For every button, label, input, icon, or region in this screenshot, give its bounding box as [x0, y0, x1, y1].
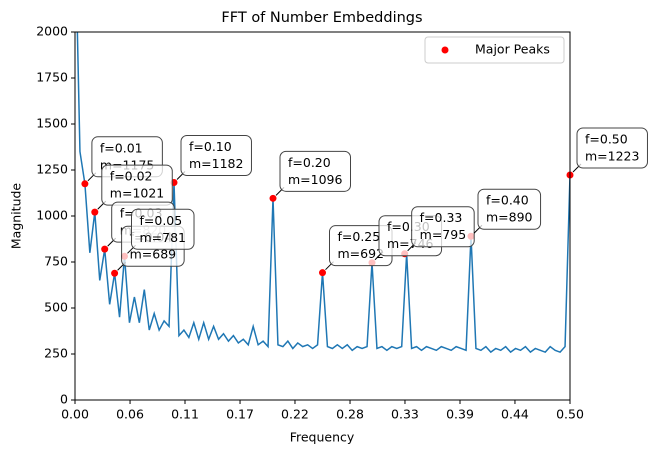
x-tick-label: 0.00 — [61, 407, 89, 422]
y-tick-label: 1500 — [36, 116, 68, 131]
y-tick-label: 750 — [44, 254, 68, 269]
annotation-magnitude: m=1223 — [585, 148, 639, 163]
y-tick-label: 250 — [44, 346, 68, 361]
x-tick-label: 0.06 — [116, 407, 144, 422]
x-tick-label: 0.44 — [501, 407, 529, 422]
annotation-magnitude: m=1096 — [288, 172, 343, 187]
x-tick-label: 0.22 — [281, 407, 309, 422]
annotation-frequency: f=0.01 — [100, 140, 143, 155]
y-tick-label: 1250 — [36, 162, 68, 177]
x-axis-label: Frequency — [290, 430, 355, 445]
legend-marker — [441, 46, 449, 54]
y-tick-label: 1000 — [36, 208, 68, 223]
annotation-magnitude: m=890 — [486, 210, 533, 225]
y-tick-label: 1750 — [36, 70, 68, 85]
legend-box — [424, 36, 565, 64]
annotation-box — [477, 188, 542, 230]
annotation-magnitude: m=1021 — [110, 186, 164, 201]
annotation-frequency: f=0.40 — [486, 193, 529, 208]
annotation-magnitude: m=1182 — [189, 156, 243, 171]
peak-marker — [319, 269, 326, 277]
annotation-frequency: f=0.33 — [420, 210, 463, 225]
x-tick-label: 0.11 — [171, 407, 199, 422]
x-tick-label: 0.28 — [336, 407, 364, 422]
peak-marker — [111, 269, 119, 277]
axes-frame — [74, 31, 571, 401]
peak-marker — [91, 208, 99, 216]
annotation-frequency: f=0.25 — [338, 229, 381, 244]
annotation-box — [411, 206, 475, 248]
annotation-frequency: f=0.20 — [288, 155, 331, 170]
annotation-box — [180, 135, 252, 177]
y-tick-label: 2000 — [36, 24, 68, 39]
peak-marker — [81, 180, 89, 188]
annotation-magnitude: m=689 — [130, 247, 177, 262]
chart-title: FFT of Number Embeddings — [221, 10, 422, 26]
annotation-frequency: f=0.02 — [110, 169, 153, 184]
annotation-frequency: f=0.50 — [585, 131, 628, 146]
annotation-magnitude: m=692 — [338, 246, 385, 261]
peak-marker — [101, 245, 109, 253]
annotation-frequency: f=0.05 — [140, 213, 183, 228]
x-tick-label: 0.39 — [446, 407, 474, 422]
peak-marker — [269, 194, 277, 202]
annotation-box — [576, 127, 648, 169]
x-tick-label: 0.17 — [226, 407, 254, 422]
legend-label: Major Peaks — [475, 42, 550, 57]
annotation-magnitude: m=795 — [420, 227, 467, 242]
annotation-magnitude: m=781 — [140, 230, 187, 245]
y-tick-label: 500 — [44, 300, 68, 315]
x-tick-label: 0.50 — [556, 407, 584, 422]
x-tick-label: 0.33 — [391, 407, 419, 422]
annotation-frequency: f=0.10 — [189, 139, 232, 154]
annotation-box — [279, 150, 352, 192]
annotation-box — [131, 208, 195, 250]
y-tick-label: 0 — [60, 392, 68, 407]
y-axis-label: Magnitude — [9, 183, 24, 250]
